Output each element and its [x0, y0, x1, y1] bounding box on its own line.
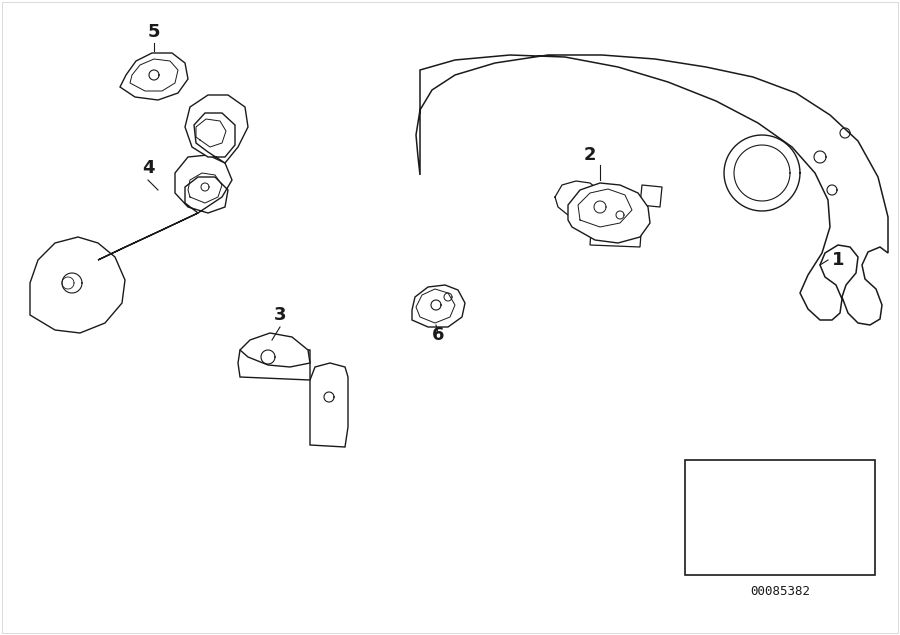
Polygon shape — [416, 289, 455, 323]
Polygon shape — [185, 95, 248, 163]
Text: 00085382: 00085382 — [750, 585, 810, 598]
Text: 1: 1 — [832, 251, 844, 269]
Polygon shape — [685, 460, 875, 575]
Polygon shape — [416, 55, 888, 325]
Polygon shape — [130, 59, 178, 91]
Polygon shape — [590, 217, 642, 247]
Polygon shape — [98, 155, 232, 260]
Text: 5: 5 — [148, 23, 160, 41]
Polygon shape — [30, 237, 125, 333]
Text: 2: 2 — [584, 146, 596, 164]
Polygon shape — [310, 363, 348, 447]
Text: 3: 3 — [274, 306, 286, 324]
Text: 6: 6 — [432, 326, 445, 344]
Polygon shape — [238, 347, 310, 380]
Polygon shape — [412, 285, 465, 327]
Text: 4: 4 — [142, 159, 154, 177]
Polygon shape — [120, 53, 188, 100]
Polygon shape — [568, 183, 650, 243]
Polygon shape — [240, 333, 310, 367]
